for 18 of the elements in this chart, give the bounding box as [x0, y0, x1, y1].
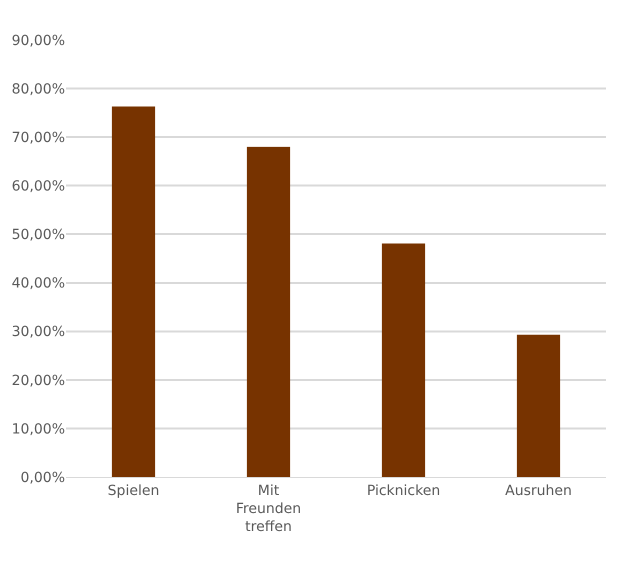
y-tick-label: 90,00%	[12, 32, 65, 49]
y-tick-label: 20,00%	[12, 372, 65, 389]
y-tick-label: 70,00%	[12, 130, 65, 146]
x-tick-label: Mit Freunden treffen	[236, 482, 302, 536]
x-tick-label: Spielen	[108, 482, 160, 499]
y-tick-label: 0,00%	[20, 470, 65, 486]
y-tick-label: 10,00%	[12, 421, 65, 438]
y-tick-label: 80,00%	[12, 81, 65, 98]
bar	[112, 106, 156, 477]
bar	[516, 334, 560, 477]
y-tick-label: 40,00%	[12, 276, 65, 292]
bar	[246, 146, 290, 477]
bar	[382, 243, 426, 477]
x-tick-label: Ausruhen	[505, 482, 572, 499]
y-tick-label: 50,00%	[12, 227, 65, 244]
x-tick-label: Picknicken	[366, 482, 440, 499]
y-tick-label: 30,00%	[12, 324, 65, 340]
y-tick-label: 60,00%	[12, 178, 65, 195]
